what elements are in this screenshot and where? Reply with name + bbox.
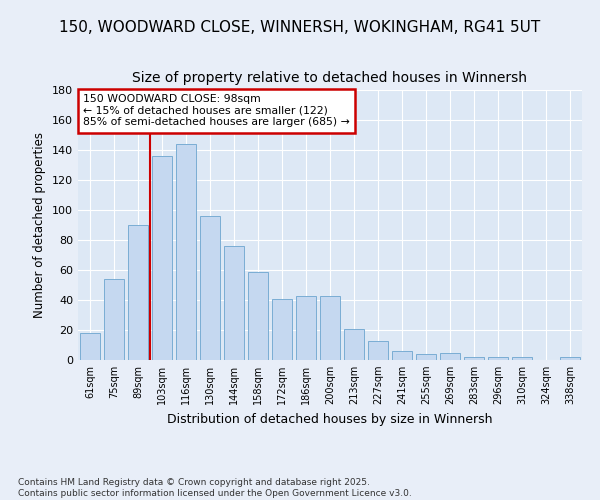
Bar [464,357,484,360]
Bar [440,352,460,360]
Bar [296,296,316,360]
Bar [320,296,340,360]
Bar [128,225,148,360]
Text: 150 WOODWARD CLOSE: 98sqm
← 15% of detached houses are smaller (122)
85% of semi: 150 WOODWARD CLOSE: 98sqm ← 15% of detac… [83,94,350,127]
X-axis label: Distribution of detached houses by size in Winnersh: Distribution of detached houses by size … [167,412,493,426]
Bar [176,144,196,360]
Bar [248,272,268,360]
Bar [560,357,580,360]
Bar [344,328,364,360]
Bar [488,357,508,360]
Bar [152,156,172,360]
Bar [104,279,124,360]
Bar [272,298,292,360]
Text: 150, WOODWARD CLOSE, WINNERSH, WOKINGHAM, RG41 5UT: 150, WOODWARD CLOSE, WINNERSH, WOKINGHAM… [59,20,541,35]
Bar [224,246,244,360]
Bar [416,354,436,360]
Bar [80,333,100,360]
Bar [368,340,388,360]
Bar [392,351,412,360]
Bar [200,216,220,360]
Y-axis label: Number of detached properties: Number of detached properties [34,132,46,318]
Bar [512,357,532,360]
Text: Contains HM Land Registry data © Crown copyright and database right 2025.
Contai: Contains HM Land Registry data © Crown c… [18,478,412,498]
Title: Size of property relative to detached houses in Winnersh: Size of property relative to detached ho… [133,70,527,85]
